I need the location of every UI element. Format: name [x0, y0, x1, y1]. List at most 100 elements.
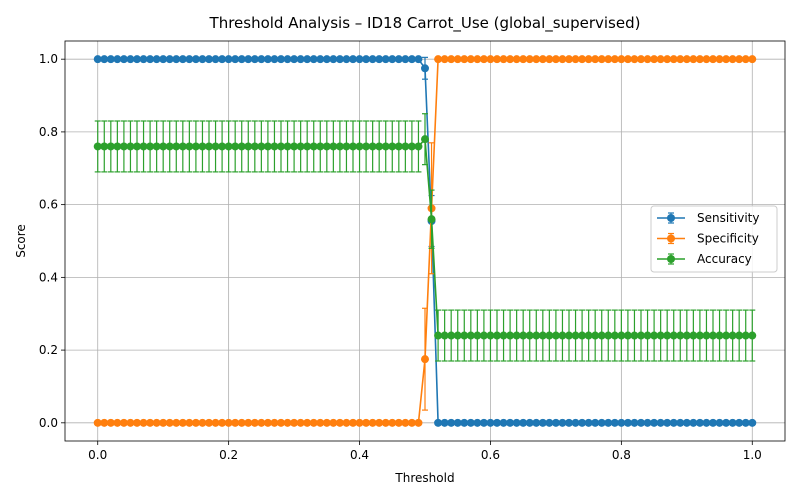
data-point	[479, 331, 488, 340]
data-point	[689, 331, 698, 340]
data-point	[715, 418, 724, 427]
legend-label: Specificity	[697, 232, 759, 246]
data-point	[178, 55, 187, 64]
data-point	[100, 142, 109, 151]
data-point	[198, 142, 207, 151]
data-point	[421, 135, 429, 144]
data-point	[427, 215, 436, 224]
data-point	[499, 331, 508, 340]
data-point	[178, 418, 187, 427]
data-point	[623, 418, 632, 427]
data-point	[198, 418, 207, 427]
data-point	[663, 418, 672, 427]
data-point	[329, 418, 338, 427]
data-point	[728, 418, 737, 427]
data-point	[525, 331, 534, 340]
data-point	[610, 55, 619, 64]
data-point	[538, 418, 547, 427]
data-point	[486, 55, 495, 64]
data-point	[146, 142, 155, 151]
data-point	[211, 418, 220, 427]
data-point	[486, 331, 495, 340]
data-point	[152, 55, 161, 64]
data-point	[211, 142, 220, 151]
data-point	[250, 55, 259, 64]
data-point	[538, 55, 547, 64]
data-point	[126, 142, 135, 151]
data-point	[342, 142, 351, 151]
data-point	[434, 331, 443, 340]
data-point	[584, 55, 593, 64]
data-point	[715, 55, 724, 64]
data-point	[270, 418, 279, 427]
data-point	[335, 142, 344, 151]
data-point	[597, 55, 606, 64]
data-point	[316, 55, 325, 64]
data-point	[342, 418, 351, 427]
data-point	[322, 418, 331, 427]
axis-ticks: 0.0 0.2 0.4 0.6 0.8 1.0 0.0 0.2 0.4 0.6 0.8 1.0	[39, 52, 762, 462]
data-point	[663, 55, 672, 64]
data-point	[735, 331, 744, 340]
data-point	[244, 142, 253, 151]
data-point	[447, 331, 456, 340]
data-point	[473, 331, 482, 340]
data-point	[349, 418, 357, 427]
data-point	[381, 142, 390, 151]
data-point	[551, 55, 560, 64]
data-point	[172, 418, 181, 427]
data-point	[558, 418, 567, 427]
plot-frame	[64, 40, 786, 442]
data-point	[316, 418, 325, 427]
data-point	[185, 142, 194, 151]
data-point	[388, 418, 397, 427]
data-point	[453, 418, 462, 427]
data-point	[407, 418, 416, 427]
x-tick-label: 1.0	[743, 448, 762, 462]
data-point	[565, 55, 573, 64]
data-point	[617, 331, 626, 340]
data-point	[349, 55, 357, 64]
data-point	[296, 55, 305, 64]
data-point	[519, 331, 528, 340]
data-point	[434, 55, 443, 64]
legend-marker	[667, 255, 675, 263]
data-point	[512, 55, 521, 64]
data-point	[617, 55, 626, 64]
data-point	[650, 331, 659, 340]
data-point	[277, 55, 285, 64]
data-point	[735, 418, 744, 427]
data-point	[656, 331, 665, 340]
data-point	[676, 418, 685, 427]
data-point	[466, 55, 475, 64]
data-point	[663, 331, 672, 340]
data-point	[479, 418, 488, 427]
data-point	[460, 418, 469, 427]
x-tick-label: 0.6	[481, 448, 500, 462]
data-point	[113, 142, 122, 151]
legend-entry-specificity: Specificity	[657, 232, 759, 246]
data-point	[558, 55, 567, 64]
data-point	[113, 55, 122, 64]
data-point	[309, 142, 318, 151]
data-point	[224, 142, 233, 151]
data-point	[355, 142, 364, 151]
data-point	[139, 142, 148, 151]
data-point	[676, 331, 685, 340]
data-point	[637, 331, 645, 340]
data-point	[388, 55, 397, 64]
data-point	[335, 418, 344, 427]
data-point	[375, 142, 384, 151]
data-point	[211, 55, 220, 64]
data-point	[368, 418, 377, 427]
data-point	[702, 331, 711, 340]
data-point	[460, 55, 469, 64]
data-point	[368, 55, 377, 64]
y-tick-label: 1.0	[39, 52, 58, 66]
data-point	[394, 142, 403, 151]
data-point	[512, 418, 521, 427]
data-point	[689, 55, 698, 64]
data-point	[381, 418, 390, 427]
x-tick-label: 0.2	[219, 448, 238, 462]
